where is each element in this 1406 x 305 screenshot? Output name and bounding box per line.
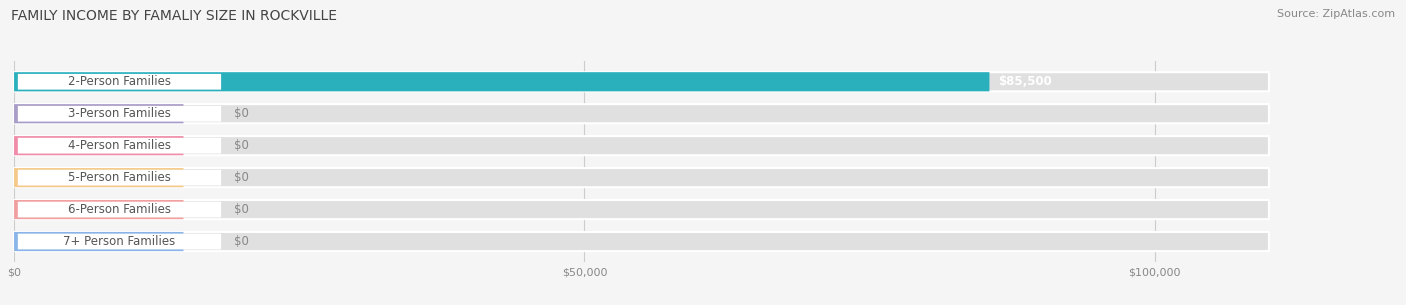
FancyBboxPatch shape <box>18 138 221 153</box>
FancyBboxPatch shape <box>14 232 1270 251</box>
Text: 3-Person Families: 3-Person Families <box>67 107 172 120</box>
Text: $0: $0 <box>233 171 249 184</box>
Text: 7+ Person Families: 7+ Person Families <box>63 235 176 248</box>
FancyBboxPatch shape <box>14 136 183 155</box>
Text: $0: $0 <box>233 139 249 152</box>
FancyBboxPatch shape <box>18 170 221 185</box>
Text: FAMILY INCOME BY FAMALIY SIZE IN ROCKVILLE: FAMILY INCOME BY FAMALIY SIZE IN ROCKVIL… <box>11 9 337 23</box>
FancyBboxPatch shape <box>14 104 183 123</box>
Text: 5-Person Families: 5-Person Families <box>67 171 172 184</box>
Text: $0: $0 <box>233 203 249 216</box>
Text: Source: ZipAtlas.com: Source: ZipAtlas.com <box>1277 9 1395 19</box>
Text: $85,500: $85,500 <box>998 75 1052 88</box>
Text: 2-Person Families: 2-Person Families <box>67 75 172 88</box>
FancyBboxPatch shape <box>14 168 183 187</box>
Text: 6-Person Families: 6-Person Families <box>67 203 172 216</box>
FancyBboxPatch shape <box>14 168 1270 187</box>
FancyBboxPatch shape <box>14 72 990 92</box>
FancyBboxPatch shape <box>14 200 183 219</box>
FancyBboxPatch shape <box>18 74 221 90</box>
FancyBboxPatch shape <box>14 232 183 251</box>
FancyBboxPatch shape <box>18 234 221 249</box>
FancyBboxPatch shape <box>14 200 1270 219</box>
FancyBboxPatch shape <box>14 72 1270 92</box>
FancyBboxPatch shape <box>14 104 1270 123</box>
Text: 4-Person Families: 4-Person Families <box>67 139 172 152</box>
FancyBboxPatch shape <box>18 106 221 122</box>
Text: $0: $0 <box>233 107 249 120</box>
FancyBboxPatch shape <box>14 136 1270 155</box>
Text: $0: $0 <box>233 235 249 248</box>
FancyBboxPatch shape <box>18 202 221 217</box>
